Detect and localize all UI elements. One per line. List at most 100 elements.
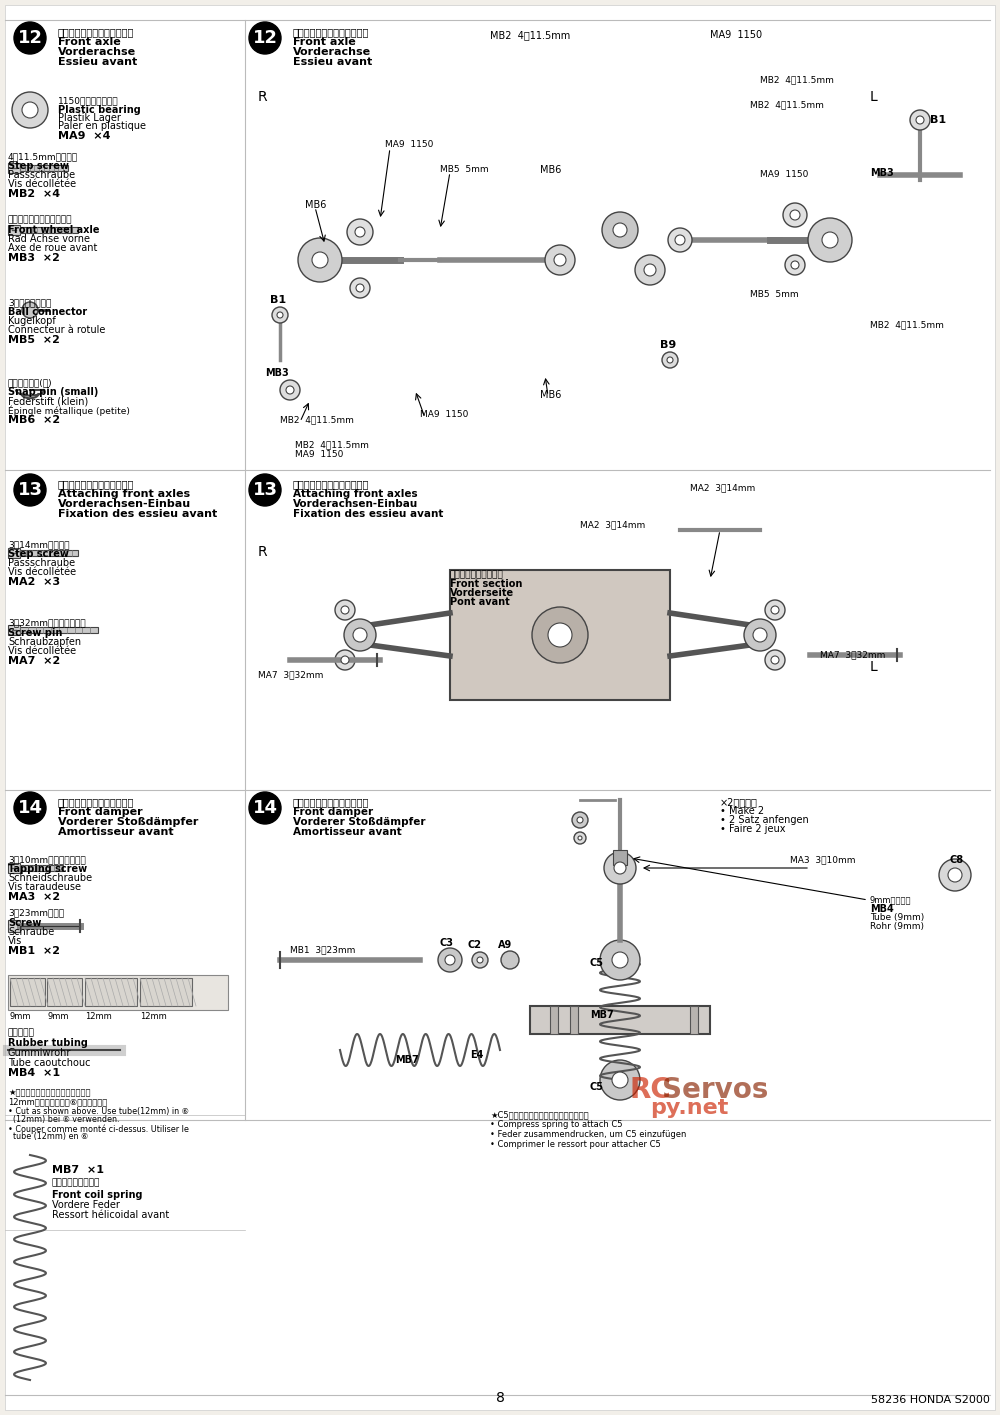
Text: Servos: Servos [662, 1075, 768, 1104]
Text: MA9  ×4: MA9 ×4 [58, 132, 110, 142]
Text: (12mm) bei ⑥ verwenden.: (12mm) bei ⑥ verwenden. [8, 1115, 120, 1124]
Circle shape [298, 238, 342, 282]
Bar [8, 920, 20, 932]
Text: MB2  4・11.5mm: MB2 4・11.5mm [295, 440, 369, 449]
Text: C5: C5 [590, 958, 604, 968]
Text: B1: B1 [270, 294, 286, 306]
Text: Vorderseite: Vorderseite [450, 589, 514, 599]
Text: Tapping screw: Tapping screw [8, 865, 87, 874]
Text: MA3  ×2: MA3 ×2 [8, 891, 60, 901]
Text: Step screw: Step screw [8, 549, 69, 559]
Circle shape [545, 245, 575, 275]
Circle shape [356, 284, 364, 291]
Bar [20, 166, 68, 171]
Text: Front damper: Front damper [293, 807, 373, 816]
Text: MB7: MB7 [395, 1056, 419, 1065]
Text: C5: C5 [590, 1082, 604, 1092]
Text: MA3  3・10mm: MA3 3・10mm [790, 855, 856, 865]
Text: MB2  4・11.5mm: MB2 4・11.5mm [870, 320, 944, 330]
Bar [570, 1006, 578, 1034]
Text: MB4  ×1: MB4 ×1 [8, 1068, 60, 1078]
Bar [8, 225, 20, 235]
Text: MB7  ×1: MB7 ×1 [52, 1165, 104, 1174]
Circle shape [662, 352, 678, 368]
Text: MB2  4・11.5mm: MB2 4・11.5mm [280, 415, 354, 424]
Bar [550, 1006, 558, 1034]
Text: 9mm: 9mm [10, 1012, 32, 1022]
Circle shape [335, 649, 355, 669]
Text: L: L [870, 659, 878, 674]
Circle shape [948, 867, 962, 882]
Text: Schraube: Schraube [8, 927, 54, 937]
Bar [530, 1006, 710, 1034]
Circle shape [600, 940, 640, 981]
Text: MA7  ×2: MA7 ×2 [8, 657, 60, 666]
Circle shape [612, 952, 628, 968]
Text: Vorderachse: Vorderachse [293, 47, 371, 57]
Text: R: R [258, 91, 268, 103]
Text: MA9  1150: MA9 1150 [295, 450, 343, 458]
Bar [140, 978, 192, 1006]
Text: Amortisseur avant: Amortisseur avant [58, 826, 174, 838]
Circle shape [249, 474, 281, 507]
Text: Schraubzapfen: Schraubzapfen [8, 637, 81, 647]
Circle shape [578, 836, 582, 841]
Circle shape [612, 1073, 628, 1088]
Bar [8, 625, 20, 635]
Text: Paler en plastique: Paler en plastique [58, 122, 146, 132]
Circle shape [335, 600, 355, 620]
Circle shape [501, 951, 519, 969]
Text: Front axle: Front axle [58, 37, 121, 47]
Text: Kugelkopf: Kugelkopf [8, 316, 56, 325]
Text: RC: RC [630, 1075, 672, 1104]
Text: MA2  3・14mm: MA2 3・14mm [580, 519, 645, 529]
Text: Rad Achse vorne: Rad Achse vorne [8, 233, 90, 243]
Circle shape [822, 232, 838, 248]
Text: E4: E4 [470, 1050, 483, 1060]
Text: フロントスプリング: フロントスプリング [52, 1179, 100, 1187]
Text: • Faire 2 jeux: • Faire 2 jeux [720, 824, 786, 833]
Text: Front axle: Front axle [293, 37, 356, 47]
Text: py.net: py.net [650, 1098, 728, 1118]
Bar [20, 228, 78, 232]
Text: L: L [870, 91, 878, 103]
Text: 9mm: 9mm [47, 1012, 68, 1022]
Circle shape [600, 1060, 640, 1099]
Circle shape [744, 618, 776, 651]
Circle shape [783, 202, 807, 226]
Circle shape [548, 623, 572, 647]
Text: Front section: Front section [450, 579, 522, 589]
Text: Passschraube: Passschraube [8, 170, 75, 180]
Circle shape [344, 618, 376, 651]
Circle shape [791, 260, 799, 269]
Circle shape [22, 102, 38, 117]
Text: Plastik Lager: Plastik Lager [58, 113, 121, 123]
Text: MA7  3・32mm: MA7 3・32mm [258, 669, 323, 679]
Text: Vis décollétée: Vis décollétée [8, 567, 76, 577]
Circle shape [577, 816, 583, 824]
Text: Vorderachsen-Einbau: Vorderachsen-Einbau [58, 499, 191, 509]
Bar [8, 975, 228, 1010]
Text: MB2  4・11.5mm: MB2 4・11.5mm [760, 75, 834, 83]
Circle shape [286, 386, 294, 393]
Text: 12mmに切ったものは⑥に使います。: 12mmに切ったものは⑥に使います。 [8, 1097, 107, 1107]
Text: MA9  1150: MA9 1150 [710, 30, 762, 40]
Circle shape [272, 307, 288, 323]
Text: Essieu avant: Essieu avant [293, 57, 372, 67]
Text: 58236 HONDA S2000: 58236 HONDA S2000 [871, 1395, 990, 1405]
Text: Gummiwrohr: Gummiwrohr [8, 1049, 71, 1058]
Circle shape [347, 219, 373, 245]
Text: 3・14mm目付ヒス: 3・14mm目付ヒス [8, 541, 70, 549]
Text: • 2 Satz anfengen: • 2 Satz anfengen [720, 815, 809, 825]
Text: フロントアクスルの取り付け: フロントアクスルの取り付け [58, 480, 134, 490]
Text: 12mm: 12mm [140, 1012, 167, 1022]
Circle shape [635, 255, 665, 284]
Bar [8, 163, 20, 173]
Text: 14: 14 [18, 799, 42, 816]
Circle shape [277, 311, 283, 318]
Text: MB5  ×2: MB5 ×2 [8, 335, 60, 345]
Circle shape [765, 600, 785, 620]
Circle shape [353, 628, 367, 642]
Text: ★上図の長さに切って使用します。: ★上図の長さに切って使用します。 [8, 1088, 90, 1097]
Text: MB7: MB7 [590, 1010, 614, 1020]
